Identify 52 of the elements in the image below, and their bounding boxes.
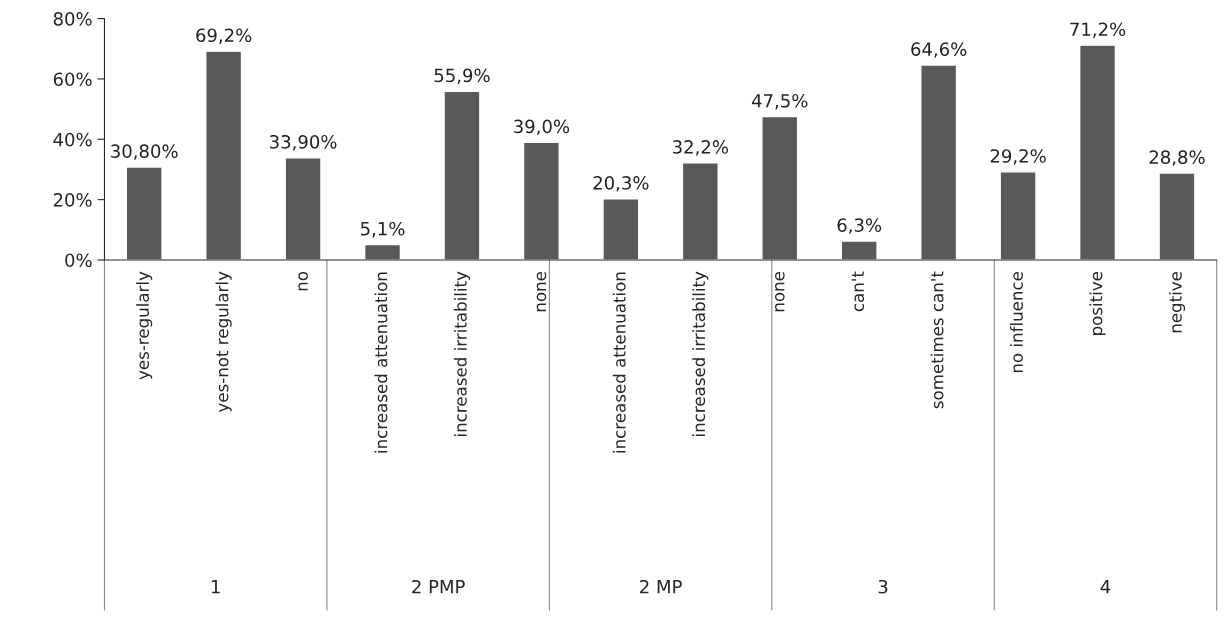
bar [920,64,958,260]
data-label: 39,0% [514,119,570,136]
data-label: 47,5% [751,93,808,110]
x-tick-label: increased irritability [453,271,471,436]
x-tick-label: negtive [1168,271,1186,333]
bar [125,166,163,260]
x-tick-label: positive [1089,271,1106,335]
x-tick-label: increased attenuation [374,272,388,453]
x-tick-label: none [775,271,785,312]
bar [1078,44,1117,260]
bar [205,50,243,260]
text: 2 PMP [412,579,465,594]
x-tick-label: increased attenuation [612,272,626,453]
x-tick-label: none [536,271,547,312]
bar [1158,172,1196,260]
bar [363,243,402,260]
data-label: 6,3% [837,218,882,234]
data-label: 20,3% [593,176,649,192]
y-tick-label: 40% [53,132,92,147]
x-tick-label: no influence [1010,271,1023,373]
y-tick-label: 0% [65,253,92,268]
x-tick-label: sometimes can't [930,271,944,409]
x-tick-label: yes-not regularly [215,271,232,413]
data-label: 33,90% [270,134,337,151]
bar [284,156,322,260]
x-tick-label: yes-regularly [136,271,153,380]
x-tick-label: can't [851,271,865,312]
bar [522,141,560,260]
data-label: 64,6% [911,42,967,58]
y-tick-label: 80% [53,12,92,26]
x-tick-label: increased irritability [692,271,709,436]
bar [761,115,799,260]
data-label: 32,2% [673,140,728,156]
bar [681,162,719,260]
y-tick-label: 60% [53,72,92,87]
text: 3 [878,579,888,594]
data-label: 71,2% [1070,22,1126,38]
y-tick-label: 20% [53,193,92,207]
bar [999,171,1037,260]
bar [443,90,481,260]
text: 2 MP [640,579,682,594]
data-label: 5,1% [360,221,405,238]
data-label: 28,8% [1149,150,1205,166]
data-label: 30,80% [111,144,178,160]
text: 1 [211,580,220,594]
data-label: 55,9% [434,68,490,85]
data-label: 69,2% [196,28,252,44]
bar [840,240,878,260]
text: 4 [1100,580,1111,594]
data-label: 29,2% [990,149,1046,165]
x-tick-label: no [298,272,308,291]
bar [602,198,640,260]
